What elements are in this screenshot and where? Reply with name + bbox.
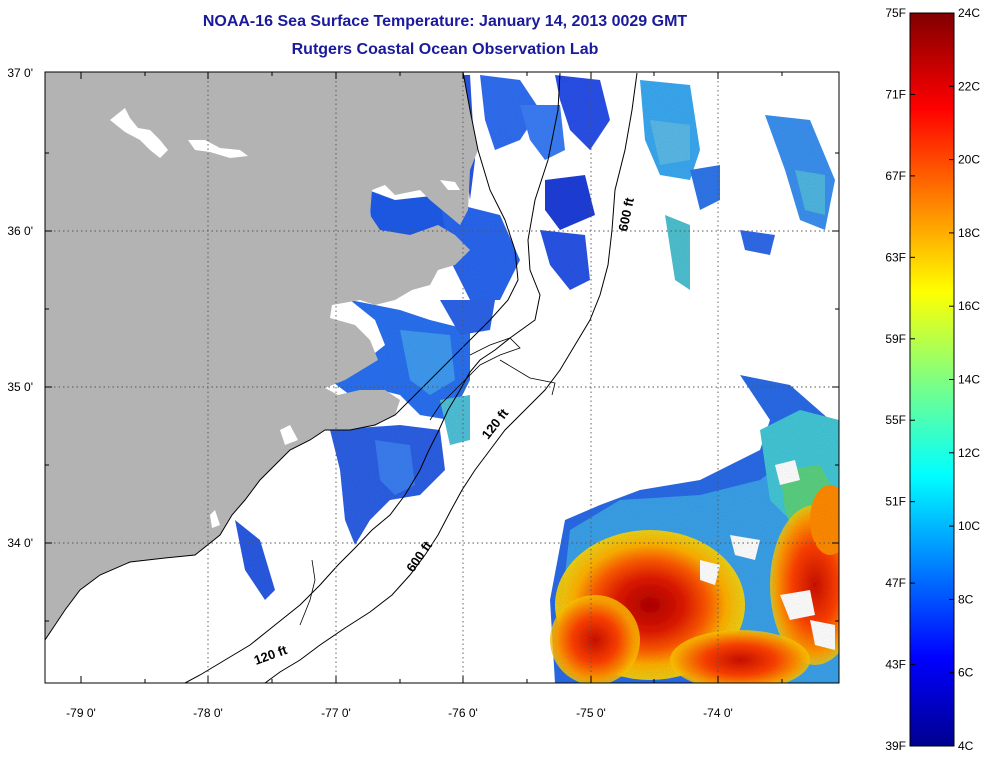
land-mass [45, 72, 478, 640]
colorbar-fahrenheit-label: 55F [885, 413, 906, 427]
colorbar-fahrenheit-labels: 75F 71F 67F 63F 59F 55F 51F 47F 43F 39F [885, 6, 906, 753]
colorbar-celsius-label: 18C [958, 226, 980, 240]
colorbar-celsius-labels: 24C 22C 20C 18C 16C 14C 12C 10C 8C 6C 4C [958, 6, 980, 753]
colorbar-celsius-label: 20C [958, 153, 980, 167]
colorbar-celsius-label: 16C [958, 299, 980, 313]
lon-tick-label: -76 0' [448, 706, 478, 720]
lon-tick-label: -74 0' [703, 706, 733, 720]
lon-tick-label: -75 0' [576, 706, 606, 720]
isobath-120ft [184, 72, 561, 683]
colorbar-fahrenheit-label: 47F [885, 576, 906, 590]
coastline [45, 72, 519, 641]
lat-tick-label: 36 0' [7, 224, 33, 238]
colorbar-fahrenheit-label: 63F [885, 250, 906, 264]
axis-ticks [45, 72, 839, 683]
lon-tick-label: -79 0' [66, 706, 96, 720]
colorbar-fahrenheit-label: 75F [885, 6, 906, 20]
colorbar-fahrenheit-label: 43F [885, 658, 906, 672]
colorbar-celsius-label: 14C [958, 373, 980, 387]
lat-tick-label: 37 0' [7, 66, 33, 80]
lat-tick-label: 34 0' [7, 536, 33, 550]
colorbar-celsius-label: 22C [958, 79, 980, 93]
colorbar-celsius-label: 8C [958, 592, 974, 606]
lat-tick-label: 35 0' [7, 380, 33, 394]
lon-tick-labels: -79 0' -78 0' -77 0' -76 0' -75 0' -74 0… [66, 706, 733, 720]
colorbar-celsius-label: 6C [958, 666, 974, 680]
isobath-600ft [264, 72, 638, 683]
colorbar-fahrenheit-label: 59F [885, 332, 906, 346]
colorbar-celsius-label: 12C [958, 446, 980, 460]
graticule [45, 72, 839, 683]
inland-water [110, 108, 460, 528]
colorbar-fahrenheit-label: 51F [885, 495, 906, 509]
lon-tick-label: -78 0' [193, 706, 223, 720]
colorbar-gradient [909, 12, 955, 747]
colorbar-ticks [910, 12, 954, 747]
map-title: NOAA-16 Sea Surface Temperature: January… [202, 13, 688, 30]
colorbar-celsius-label: 4C [958, 739, 974, 753]
colorbar-fahrenheit-label: 67F [885, 169, 906, 183]
colorbar-fahrenheit-label: 71F [885, 87, 906, 101]
map-subtitle: Rutgers Coastal Ocean Observation Lab [291, 41, 599, 58]
lat-tick-labels: 37 0' 36 0' 35 0' 34 0' [7, 66, 33, 550]
colorbar-fahrenheit-label: 39F [885, 739, 906, 753]
contour-label-600ft-north: 600 ft [615, 196, 637, 233]
lon-tick-label: -77 0' [321, 706, 351, 720]
colorbar-celsius-label: 10C [958, 519, 980, 533]
colorbar-celsius-label: 24C [958, 6, 980, 20]
